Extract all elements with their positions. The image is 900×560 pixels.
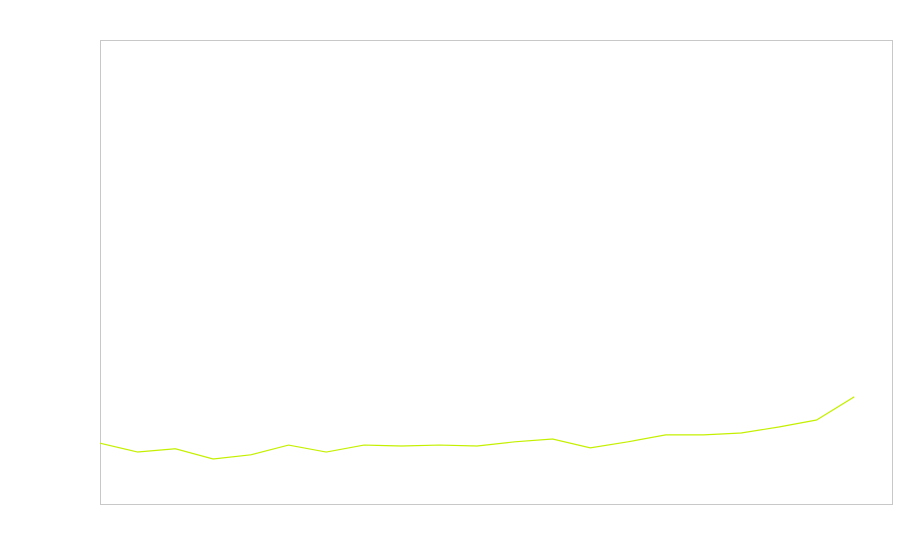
plot-frame <box>100 40 893 505</box>
line <box>99 396 855 460</box>
